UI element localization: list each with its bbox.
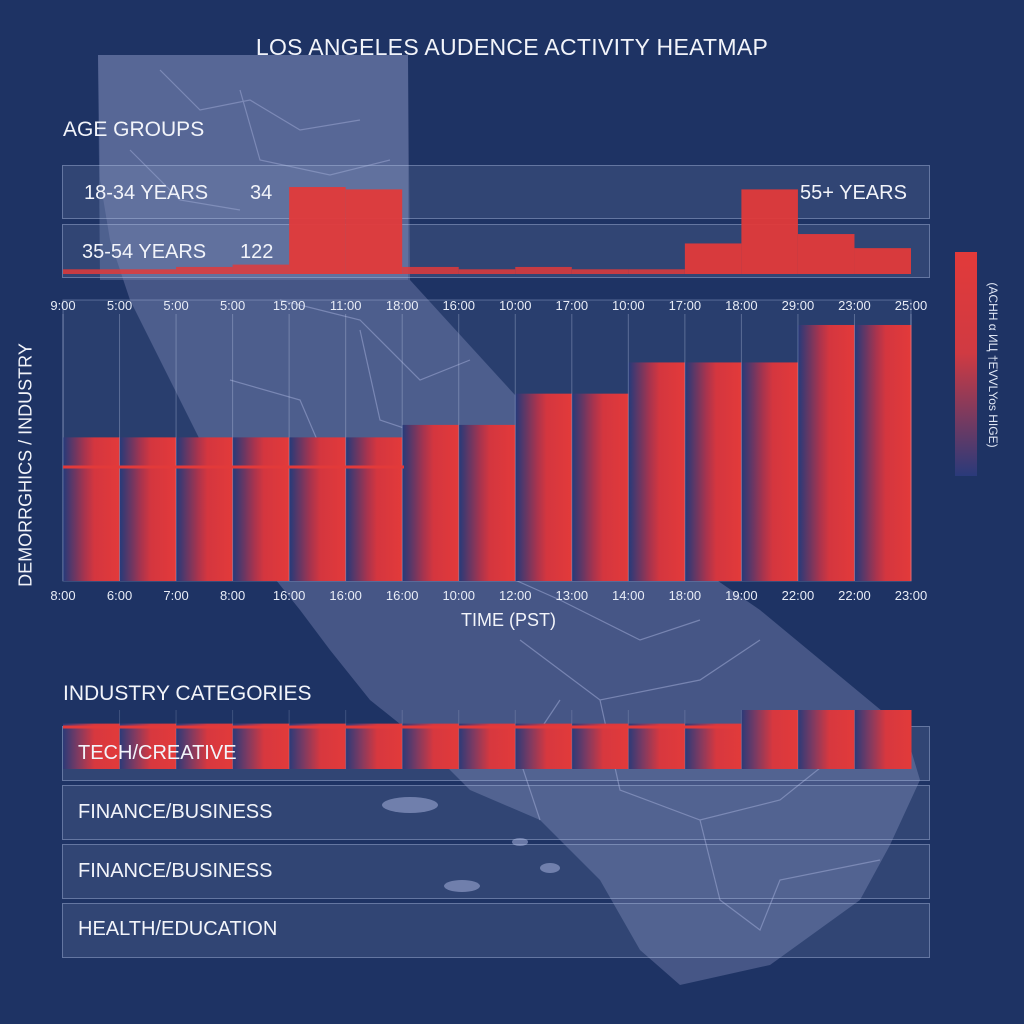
- industry-row-label: FINANCE/BUSINESS: [78, 801, 273, 823]
- activity-bar: [402, 424, 460, 581]
- bottom-tick-label: 16:00: [329, 588, 362, 603]
- bottom-tick-label: 22:00: [838, 588, 871, 603]
- age-bar: [797, 234, 855, 274]
- activity-bar: [345, 437, 403, 581]
- industry-bar: [684, 723, 742, 769]
- industry-bar: [63, 723, 121, 769]
- age-row-value: 122: [240, 241, 274, 263]
- age-bar: [684, 243, 742, 274]
- activity-bar: [232, 437, 290, 581]
- activity-bar: [63, 437, 121, 581]
- top-tick-label: 17:00: [555, 298, 589, 313]
- industry-bar: [119, 723, 177, 769]
- top-tick-label: 18:00: [725, 298, 758, 313]
- top-tick-label: 10:00: [612, 298, 645, 313]
- age-bar: [741, 189, 798, 274]
- industry-bar: [797, 710, 855, 769]
- age-bar: [402, 266, 459, 274]
- activity-bar: [458, 424, 516, 581]
- activity-bar: [854, 324, 912, 581]
- age-bar: [289, 187, 346, 274]
- age-bar: [854, 248, 911, 274]
- activity-bar: [515, 393, 573, 581]
- age-bar: [345, 189, 403, 274]
- activity-bar: [684, 362, 742, 581]
- age-bar: [232, 264, 290, 274]
- industry-bar: [571, 723, 629, 769]
- top-tick-label: 10:00: [498, 298, 532, 313]
- bottom-tick-label: 10:00: [442, 588, 475, 603]
- industry-row-finance-business-2: [62, 844, 930, 899]
- bottom-tick-label: 8:00: [50, 588, 76, 603]
- bottom-tick-label: 14:00: [612, 588, 645, 603]
- activity-bar: [119, 437, 177, 581]
- age-groups-heading: AGE GROUPS: [63, 118, 205, 141]
- bottom-tick-label: 6:00: [106, 588, 133, 603]
- activity-bar: [176, 437, 234, 581]
- industry-bar: [628, 723, 686, 769]
- x-axis-label: TIME (PST): [461, 610, 556, 630]
- industry-row-health-education: [62, 903, 930, 958]
- top-tick-label: 5:00: [106, 298, 133, 313]
- industry-bar: [289, 723, 347, 769]
- activity-bar: [628, 362, 686, 581]
- top-tick-label: 16:00: [442, 298, 475, 313]
- bottom-tick-label: 7:00: [163, 588, 189, 603]
- bottom-tick-label: 22:00: [781, 588, 815, 603]
- bottom-tick-label: 23:00: [894, 588, 928, 603]
- top-tick-label: 15:00: [272, 298, 306, 313]
- industry-bar: [458, 723, 516, 769]
- top-tick-label: 23:00: [838, 298, 871, 313]
- top-tick-label: 11:00: [329, 298, 362, 313]
- age-row-label: 55+ YEARS: [800, 182, 907, 204]
- industry-heading: INDUSTRY CATEGORIES: [63, 682, 312, 705]
- industry-bar: [854, 710, 912, 769]
- industry-row-finance-business: [62, 785, 930, 840]
- activity-bar: [571, 393, 629, 581]
- age-bar: [458, 269, 516, 274]
- age-row-value: 34: [250, 182, 273, 204]
- industry-bar: [345, 723, 403, 769]
- top-tick-label: 5:00: [163, 298, 189, 313]
- industry-bar: [515, 723, 573, 769]
- top-tick-label: 17:00: [668, 298, 702, 313]
- bottom-tick-label: 19:00: [725, 588, 758, 603]
- age-bar: [628, 269, 685, 274]
- top-tick-label: 29:00: [781, 298, 815, 313]
- bottom-tick-label: 12:00: [498, 588, 532, 603]
- bottom-tick-label: 16:00: [385, 588, 419, 603]
- industry-bar: [402, 723, 460, 769]
- industry-bar: [741, 710, 799, 769]
- industry-bar: [232, 723, 290, 769]
- bottom-tick-label: 13:00: [555, 588, 589, 603]
- chart-title: LOS ANGELES AUDENCE ACTIVITY HEATMAP: [255, 34, 769, 60]
- industry-bar: [176, 723, 234, 769]
- age-bar: [571, 269, 629, 274]
- top-tick-label: 25:00: [894, 298, 928, 313]
- age-row-label: 18-34 YEARS: [84, 182, 209, 204]
- activity-bar: [289, 437, 347, 581]
- age-bar: [176, 266, 233, 274]
- top-tick-label: 18:00: [385, 298, 419, 313]
- activity-bar: [741, 362, 799, 581]
- industry-row-label: HEALTH/EDUCATION: [78, 918, 278, 940]
- activity-bar: [797, 324, 855, 581]
- bottom-tick-label: 18:00: [668, 588, 702, 603]
- industry-row-label: FINANCE/BUSINESS: [78, 860, 273, 882]
- bottom-tick-label: 16:00: [272, 588, 306, 603]
- age-bar: [119, 269, 177, 274]
- bottom-tick-label: 8:00: [219, 588, 246, 603]
- top-tick-label: 5:00: [219, 298, 246, 313]
- color-scale-bar: [955, 252, 977, 476]
- top-tick-label: 9:00: [50, 298, 76, 313]
- industry-row-label: TECH/CREATIVE: [78, 742, 237, 764]
- age-bar: [515, 266, 572, 274]
- age-bar: [63, 269, 120, 274]
- age-row-label: 35-54 YEARS: [82, 241, 207, 263]
